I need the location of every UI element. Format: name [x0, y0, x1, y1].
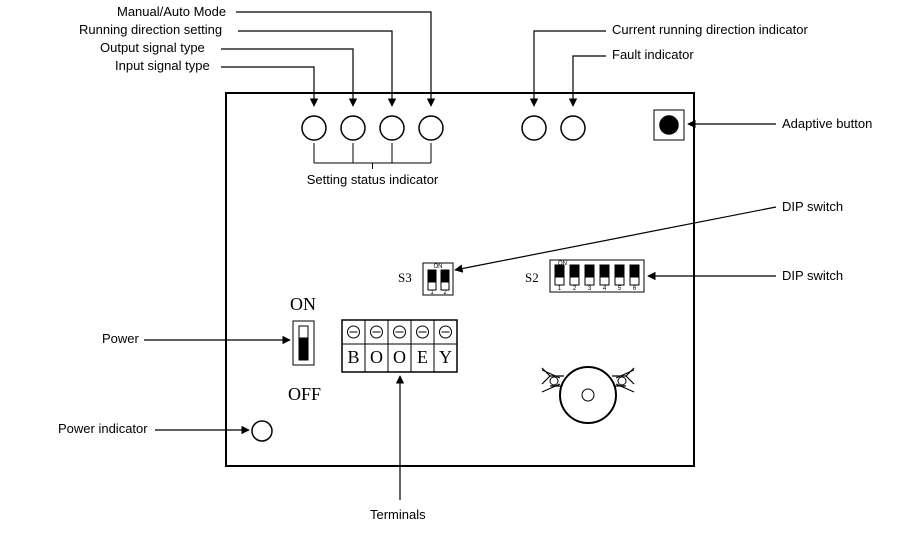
- power-off-label: OFF: [288, 384, 321, 404]
- status-led-4: [522, 116, 546, 140]
- setting-status-label: Setting status indicator: [307, 172, 439, 187]
- terminal-letter-2: O: [393, 347, 406, 367]
- label-output-signal: Output signal type: [100, 40, 205, 55]
- power-on-label: ON: [290, 294, 316, 314]
- valve-body: [560, 367, 616, 423]
- status-led-2: [380, 116, 404, 140]
- status-led-0: [302, 116, 326, 140]
- terminal-letter-1: O: [370, 347, 383, 367]
- label-current-direction: Current running direction indicator: [612, 22, 808, 37]
- label-terminals: Terminals: [370, 507, 426, 522]
- power-indicator-led: [252, 421, 272, 441]
- label-manual-auto: Manual/Auto Mode: [117, 4, 226, 19]
- terminal-letter-0: B: [347, 347, 359, 367]
- terminal-letter-3: E: [417, 347, 428, 367]
- svg-text:4: 4: [603, 286, 607, 292]
- label-input-signal-line: [221, 67, 314, 106]
- label-adaptive-button: Adaptive button: [782, 116, 872, 131]
- status-led-3: [419, 116, 443, 140]
- label-input-signal: Input signal type: [115, 58, 210, 73]
- svg-text:3: 3: [588, 286, 592, 292]
- status-led-5: [561, 116, 585, 140]
- label-fault-indicator-line: [573, 56, 606, 106]
- status-led-1: [341, 116, 365, 140]
- diagram-root: Setting status indicatorS3ON12S2ON123456…: [0, 0, 898, 544]
- svg-text:ON: ON: [434, 264, 443, 270]
- label-running-direction: Running direction setting: [79, 22, 222, 37]
- label-fault-indicator: Fault indicator: [612, 47, 694, 62]
- svg-text:2: 2: [573, 286, 577, 292]
- label-running-direction-line: [238, 31, 392, 106]
- label-dip-switch-1: DIP switch: [782, 199, 843, 214]
- svg-text:6: 6: [633, 286, 637, 292]
- dip-s3-label: S3: [398, 270, 412, 285]
- label-power: Power: [102, 331, 140, 346]
- terminal-letter-4: Y: [439, 347, 452, 367]
- label-dip-switch-2: DIP switch: [782, 268, 843, 283]
- label-current-direction-line: [534, 31, 606, 106]
- label-dip-switch-1-line: [455, 207, 776, 270]
- label-power-indicator: Power indicator: [58, 421, 148, 436]
- label-manual-auto-line: [236, 12, 431, 106]
- svg-text:1: 1: [558, 286, 562, 292]
- dip-s2-label: S2: [525, 270, 539, 285]
- label-output-signal-line: [221, 49, 353, 106]
- adaptive-button[interactable]: [660, 116, 678, 134]
- svg-text:5: 5: [618, 286, 622, 292]
